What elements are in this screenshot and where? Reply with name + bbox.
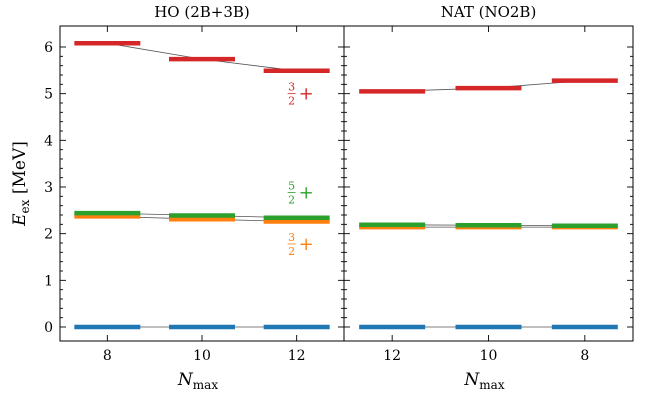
fraction-numerator: 5 xyxy=(288,180,295,193)
parity-sign: + xyxy=(299,183,314,204)
plot-frame xyxy=(343,25,634,342)
y-tick-label: 5 xyxy=(44,87,53,103)
fraction-denominator: 2 xyxy=(288,245,295,258)
y-tick-label: 0 xyxy=(44,320,53,336)
x-tick-label: 10 xyxy=(480,348,498,364)
fraction-denominator: 2 xyxy=(288,194,295,207)
y-axis-label: Eex [MeV] xyxy=(10,141,32,227)
y-tick-label: 2 xyxy=(44,227,53,243)
spin-parity-label: 32 + xyxy=(287,81,314,108)
x-axis-label: Nmax xyxy=(177,370,218,392)
x-tick-label: 12 xyxy=(288,348,306,364)
spin-parity-label: 52 + xyxy=(287,180,314,207)
parity-sign: + xyxy=(299,234,314,255)
y-tick-label: 3 xyxy=(44,180,53,196)
panel-title: NAT (NO2B) xyxy=(441,3,537,21)
x-tick-label: 8 xyxy=(580,348,589,364)
panel-nat: NAT (NO2B) 12 10 8 Nmax xyxy=(343,3,634,392)
x-tick-label: 10 xyxy=(193,348,211,364)
y-axis-label-text: Eex [MeV] xyxy=(10,141,32,227)
panel-title: HO (2B+3B) xyxy=(154,3,250,21)
fraction-numerator: 3 xyxy=(288,231,295,244)
fraction-numerator: 3 xyxy=(288,81,295,94)
spin-parity-label: 32 + xyxy=(287,231,314,258)
fraction-denominator: 2 xyxy=(288,95,295,108)
x-tick-label: 12 xyxy=(383,348,401,364)
y-tick-label: 1 xyxy=(44,273,53,289)
parity-sign: + xyxy=(299,84,314,105)
y-tick-label: 6 xyxy=(44,40,53,56)
x-axis-label: Nmax xyxy=(463,370,504,392)
y-tick-label: 4 xyxy=(44,133,53,149)
x-tick-label: 8 xyxy=(103,348,112,364)
